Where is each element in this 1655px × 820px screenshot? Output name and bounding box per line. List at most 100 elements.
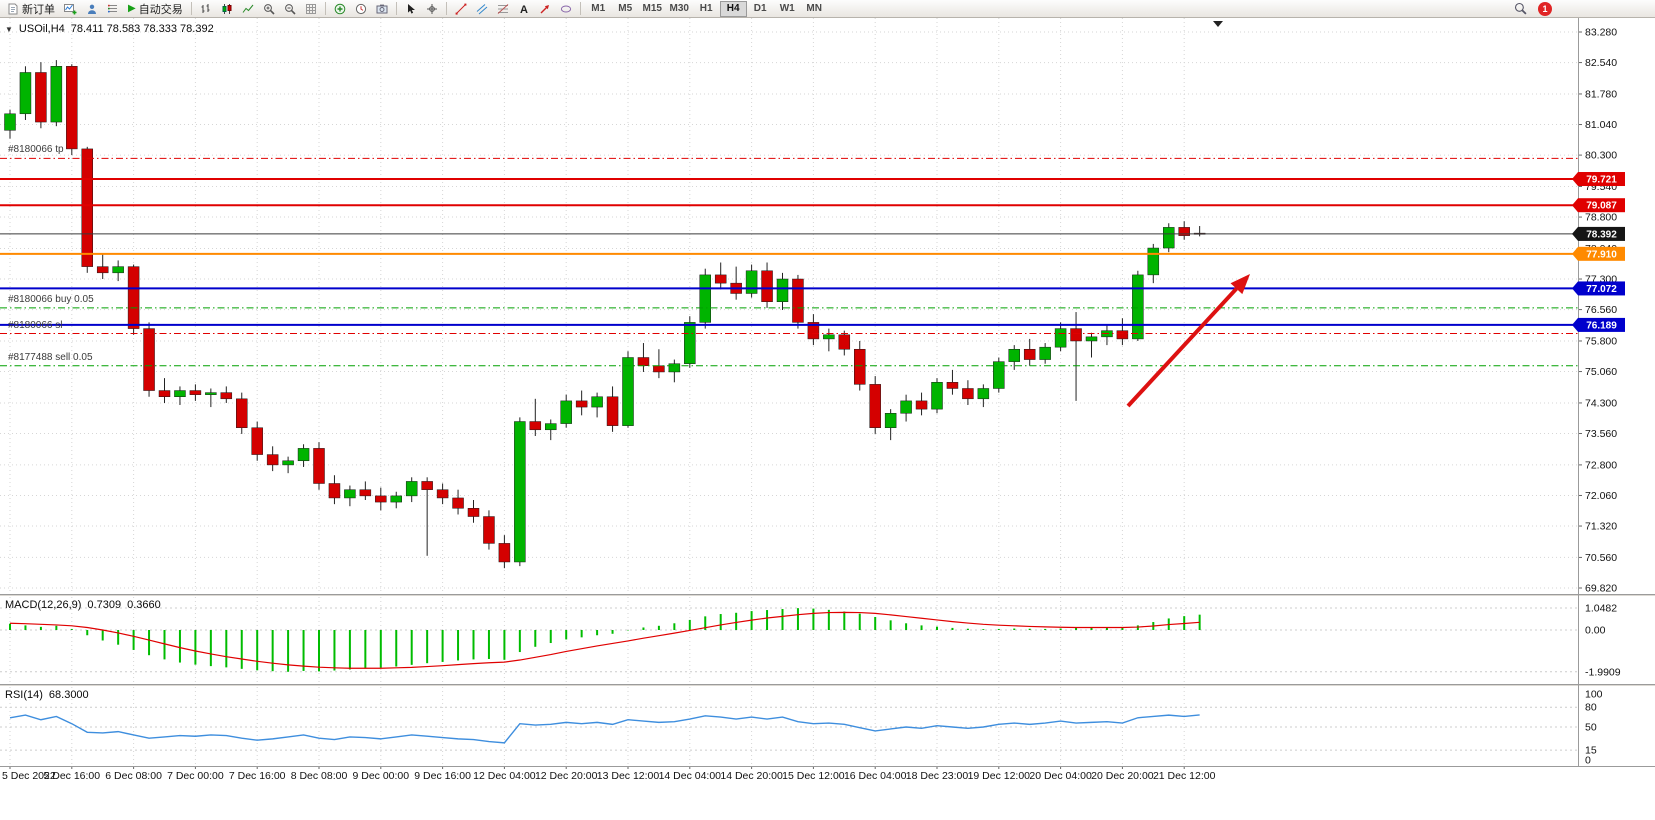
- candle-up: [1054, 328, 1067, 348]
- price-tag: [1578, 198, 1625, 213]
- price-axis-label: 71.320: [1585, 521, 1617, 533]
- fibonacci-button[interactable]: [493, 1, 513, 17]
- trendline-button[interactable]: [451, 1, 471, 17]
- zoom-in-icon: [263, 3, 275, 15]
- candle-down: [869, 384, 881, 428]
- candle-up: [297, 448, 310, 462]
- time-axis-label: 20 Dec 20:00: [1091, 770, 1154, 782]
- candle-down: [189, 390, 202, 395]
- candle-up: [1039, 346, 1051, 360]
- candle-up: [1147, 247, 1160, 276]
- timeframe-button-m15[interactable]: M15: [639, 1, 666, 17]
- trade-line-label-tp[interactable]: #8180066 tp: [8, 144, 64, 156]
- candle-up: [776, 278, 789, 302]
- timeframe-button-m5[interactable]: M5: [612, 1, 639, 17]
- market-watch-button[interactable]: [103, 1, 123, 17]
- candle-down: [328, 483, 341, 499]
- candle-up: [1008, 348, 1020, 362]
- macd-indicator-label: MACD(12,26,9) 0.7309 0.3660: [5, 599, 161, 611]
- new-order-label: 新订单: [22, 3, 55, 16]
- price-tag-value: 79.087: [1586, 201, 1617, 212]
- new-order-icon: [8, 3, 18, 14]
- timeframe-button-m30[interactable]: M30: [666, 1, 693, 17]
- shapes-button[interactable]: [556, 1, 576, 17]
- bar-chart-button[interactable]: [196, 1, 216, 17]
- price-tag: [1578, 317, 1625, 332]
- candle-up: [174, 390, 186, 397]
- grid-button[interactable]: [301, 1, 321, 17]
- candle-down: [606, 396, 619, 426]
- timeframe-button-h4[interactable]: H4: [719, 0, 747, 17]
- price-axis-label: 73.560: [1585, 428, 1617, 440]
- candle-down: [946, 382, 959, 389]
- candle-down: [81, 148, 93, 267]
- timeframe-button-m1[interactable]: M1: [585, 1, 612, 17]
- candle-up: [884, 413, 897, 428]
- market-watch-icon: [108, 4, 117, 12]
- timeframe-button-d1[interactable]: D1: [747, 1, 774, 17]
- price-axis-label: 82.540: [1585, 57, 1617, 69]
- trade-line-label-sell[interactable]: #8177488 sell 0.05: [8, 351, 93, 363]
- scroll-to-end-marker-icon: [1213, 21, 1223, 27]
- candle-down: [483, 516, 495, 544]
- clock-icon: [355, 3, 366, 14]
- macd-scale-label: -1.9909: [1585, 666, 1621, 678]
- price-axis-label: 81.780: [1585, 88, 1617, 100]
- trade-line-label-sl[interactable]: #8180066 sl: [8, 319, 63, 331]
- zoom-in-button[interactable]: [259, 1, 279, 17]
- toolbar-separator: [324, 2, 326, 15]
- notification-badge[interactable]: 1: [1538, 1, 1552, 16]
- candle-up: [560, 400, 572, 424]
- price-tag: [1578, 226, 1625, 241]
- toolbar-separator: [445, 2, 447, 15]
- price-tag: [1578, 246, 1625, 261]
- rsi-scale-label: 80: [1585, 702, 1597, 714]
- snapshot-button[interactable]: [372, 1, 392, 17]
- arrow-tool-button[interactable]: [535, 1, 555, 17]
- bar-chart-icon: [201, 3, 210, 13]
- search-button[interactable]: [1510, 1, 1531, 17]
- cursor-button[interactable]: [401, 1, 421, 17]
- timeframe-button-mn[interactable]: MN: [801, 1, 828, 17]
- price-axis-label: 72.060: [1585, 490, 1617, 502]
- timeframe-button-h1[interactable]: H1: [693, 1, 720, 17]
- new-order-button[interactable]: 新订单: [3, 1, 59, 17]
- time-axis-label: 13 Dec 12:00: [597, 770, 660, 782]
- zoom-out-button[interactable]: [280, 1, 300, 17]
- line-chart-button[interactable]: [238, 1, 258, 17]
- toolbar-separator: [395, 2, 397, 15]
- auto-trading-button[interactable]: ▶ 自动交易: [124, 1, 187, 17]
- channel-icon: [476, 3, 488, 14]
- collapse-arrow-icon[interactable]: ▼: [5, 24, 13, 34]
- candle-up: [4, 113, 16, 131]
- price-axis-label: 83.280: [1585, 27, 1617, 39]
- channel-button[interactable]: [472, 1, 492, 17]
- candlestick-chart-button[interactable]: [217, 1, 237, 17]
- time-axis-label: 14 Dec 20:00: [720, 770, 783, 782]
- fibonacci-icon: [497, 3, 509, 14]
- crosshair-button[interactable]: [422, 1, 442, 17]
- new-chart-button[interactable]: [60, 1, 81, 17]
- indicators-button[interactable]: [330, 1, 350, 17]
- toolbar-separator: [579, 2, 581, 15]
- candle-down: [854, 348, 866, 385]
- price-tag-pointer: [1572, 246, 1578, 261]
- timeframe-button-w1[interactable]: W1: [774, 1, 801, 17]
- profiles-button[interactable]: [82, 1, 102, 17]
- time-axis-label: 18 Dec 23:00: [906, 770, 969, 782]
- rsi-name: RSI(14): [5, 689, 43, 701]
- time-axis-label: 12 Dec 04:00: [473, 770, 536, 782]
- price-axis-label: 76.560: [1585, 304, 1617, 316]
- alerts-button[interactable]: [351, 1, 371, 17]
- zoom-out-icon: [284, 3, 296, 15]
- price-tag-pointer: [1572, 317, 1578, 332]
- text-tool-button[interactable]: A: [514, 1, 534, 17]
- chart-title: ▼ USOil,H4 78.411 78.583 78.333 78.392: [5, 23, 214, 35]
- candle-up: [993, 361, 1005, 389]
- panel-separator: [0, 684, 1655, 687]
- candle-down: [807, 322, 820, 340]
- candle-down: [1116, 330, 1129, 340]
- time-axis-label: 7 Dec 00:00: [167, 770, 224, 782]
- trade-line-label-buy[interactable]: #8180066 buy 0.05: [8, 293, 94, 305]
